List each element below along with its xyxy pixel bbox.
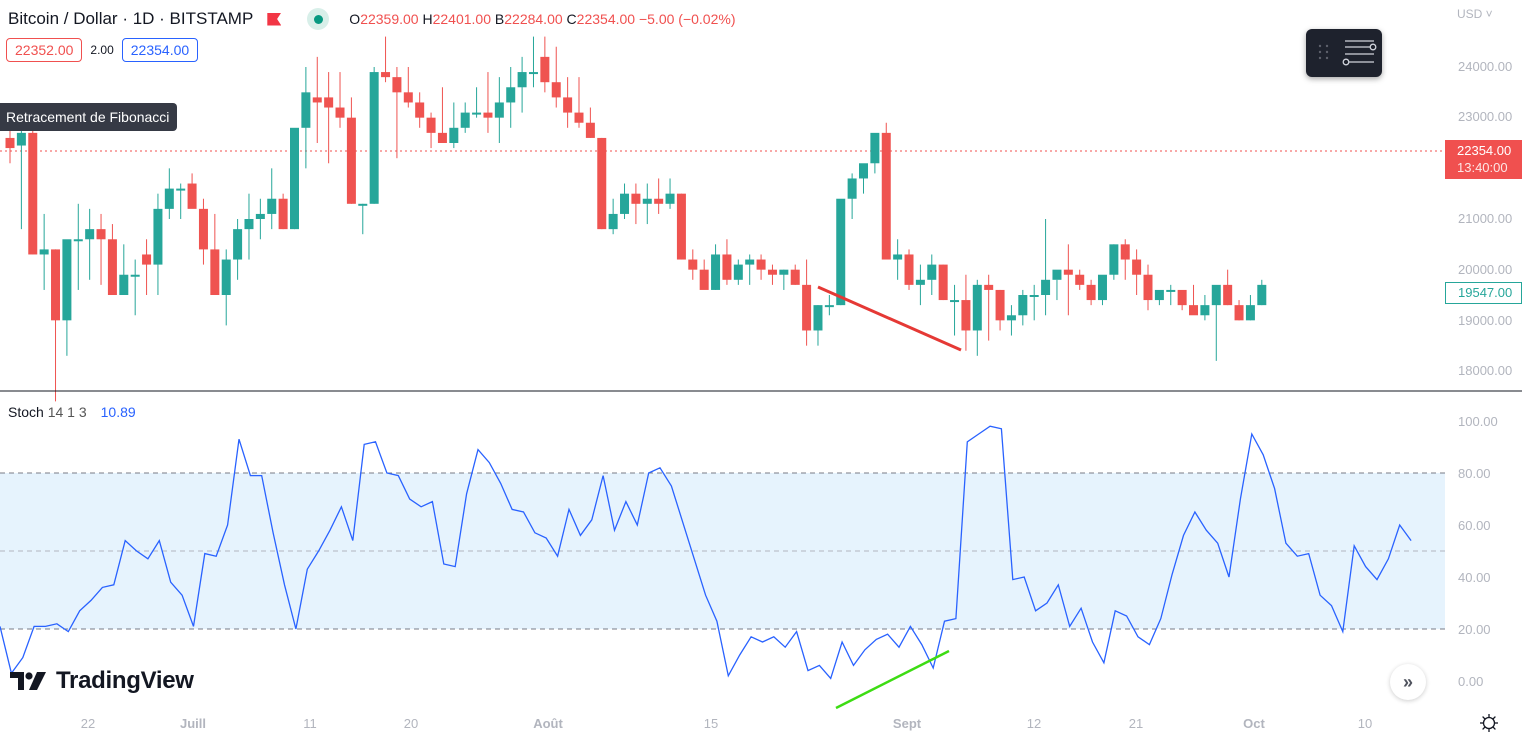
- time-axis-label: 22: [80, 716, 96, 731]
- stoch-axis-label: 80.00: [1458, 466, 1491, 481]
- time-axis-label: 20: [403, 716, 419, 731]
- bid-ask: 22352.00 2.00 22354.00: [6, 38, 199, 62]
- tradingview-logo-icon: [10, 672, 46, 690]
- time-axis-label: Oct: [1243, 716, 1265, 731]
- currency-selector[interactable]: USD ˅: [1457, 7, 1493, 21]
- stoch-axis-label: 0.00: [1458, 674, 1484, 689]
- buy-button[interactable]: 22354.00: [121, 38, 199, 62]
- stoch-axis-label: 20.00: [1458, 622, 1491, 637]
- price-label: 24000.00: [1458, 59, 1513, 74]
- time-axis-label: 15: [703, 716, 719, 731]
- price-label: 23000.00: [1458, 109, 1513, 124]
- change-value: −5.00 (−0.02%): [638, 11, 736, 27]
- time-axis-label: Sept: [892, 716, 922, 731]
- time-axis-label: 10: [1357, 716, 1373, 731]
- time-axis-label: Juill: [179, 716, 207, 731]
- chart-settings-icon[interactable]: [1479, 713, 1499, 733]
- price-label: 19000.00: [1458, 313, 1513, 328]
- price-marker: 19547.00: [1445, 282, 1522, 304]
- double-chevron-right-icon: »: [1402, 671, 1413, 692]
- bar-countdown: 13:40:00: [1457, 160, 1508, 175]
- market-open-icon: [307, 8, 330, 30]
- symbol-title[interactable]: Bitcoin / Dollar · 1D · BITSTAMP: [8, 9, 254, 28]
- drawing-toolbar[interactable]: [1306, 29, 1382, 77]
- stoch-divergence-line[interactable]: [835, 649, 950, 710]
- current-price-tag: 22354.00 13:40:00: [1445, 140, 1522, 179]
- time-axis-label: 21: [1128, 716, 1144, 731]
- price-label: 21000.00: [1458, 211, 1513, 226]
- price-label: 20000.00: [1458, 262, 1513, 277]
- stoch-axis-label: 60.00: [1458, 518, 1491, 533]
- flag-icon[interactable]: [267, 12, 282, 26]
- stoch-legend[interactable]: Stoch 14 1 3 10.89: [8, 404, 136, 420]
- sell-button[interactable]: 22352.00: [6, 38, 83, 62]
- time-axis-label: 12: [1026, 716, 1042, 731]
- time-axis-label: 11: [303, 716, 317, 731]
- spread-value: 2.00: [90, 43, 114, 57]
- stoch-axis-label: 100.00: [1458, 414, 1498, 429]
- tooltip: Retracement de Fibonacci: [0, 103, 178, 131]
- settings-sliders-icon[interactable]: [1306, 29, 1382, 77]
- candles: [5, 36, 1267, 402]
- stoch-band: [0, 472, 1445, 630]
- scroll-to-realtime-button[interactable]: »: [1390, 664, 1426, 700]
- stoch-value: 10.89: [100, 404, 136, 420]
- tradingview-logo[interactable]: TradingView: [10, 667, 194, 695]
- symbol-legend: Bitcoin / Dollar · 1D · BITSTAMP O22359.…: [8, 8, 735, 30]
- ohlc-values: O22359.00 H22401.00 B22284.00 C22354.00 …: [349, 11, 736, 27]
- time-axis-label: Août: [533, 716, 563, 731]
- stoch-line: [0, 425, 1412, 680]
- price-divergence-line[interactable]: [817, 285, 962, 352]
- price-label: 18000.00: [1458, 363, 1513, 378]
- stoch-axis-label: 40.00: [1458, 570, 1491, 585]
